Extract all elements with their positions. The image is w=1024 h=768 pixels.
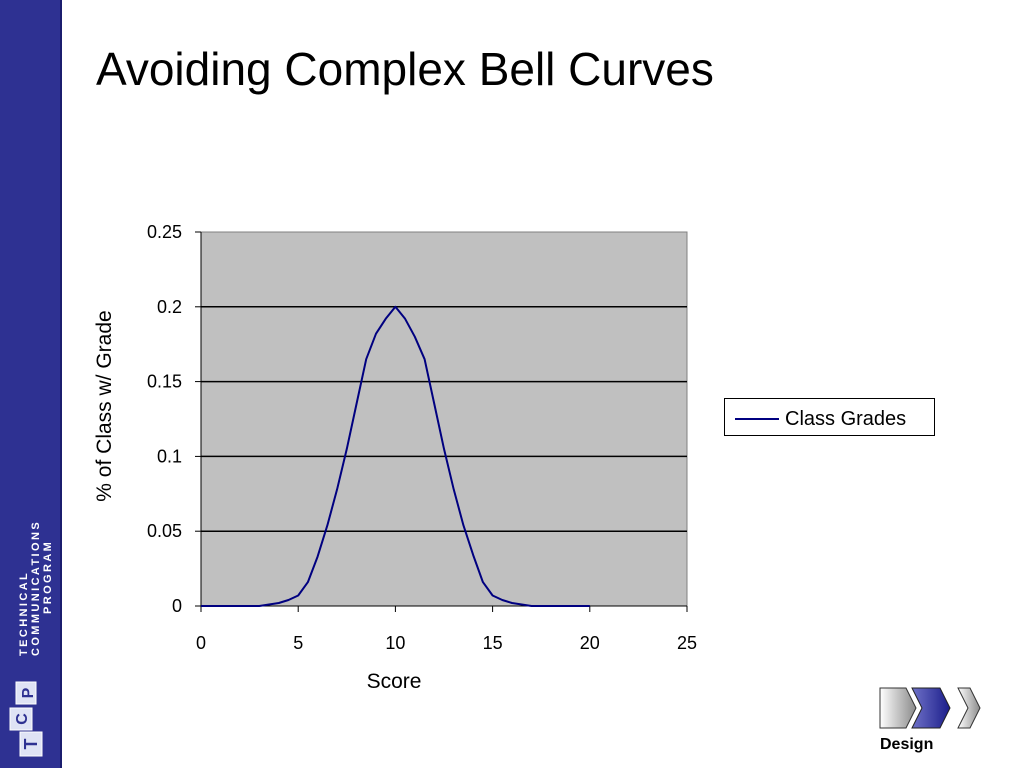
plot-area [200, 231, 688, 607]
slide-title: Avoiding Complex Bell Curves [96, 43, 714, 95]
process-nav [879, 687, 981, 729]
series-line-class-grades [201, 305, 590, 607]
x-tick-label-0: 0 [196, 633, 206, 653]
x-tick-label-3: 15 [483, 633, 503, 653]
nav-current-label: Design [880, 736, 934, 753]
tcp-logo-mark: P C T [9, 681, 43, 757]
y-tick-label-2: 0.1 [157, 446, 182, 466]
nav-step-current-icon[interactable] [911, 687, 951, 729]
svg-text:C: C [14, 713, 31, 725]
x-tick-label-5: 25 [677, 633, 697, 653]
tcp-logo: P C T [9, 681, 43, 757]
legend-swatch-class-grades [735, 418, 779, 420]
nav-step-next-icon[interactable] [957, 687, 981, 729]
chart-legend: Class Grades [724, 398, 935, 436]
y-tick-label-4: 0.2 [157, 297, 182, 317]
x-tick-label-1: 5 [293, 633, 303, 653]
svg-text:T: T [21, 739, 41, 750]
x-axis-title: Score [367, 670, 422, 693]
y-tick-label-0: 0 [172, 596, 182, 616]
legend-label-class-grades: Class Grades [785, 408, 907, 430]
y-tick-label-5: 0.25 [147, 222, 182, 242]
x-tick-label-2: 10 [385, 633, 405, 653]
x-tick-label-4: 20 [580, 633, 600, 653]
nav-step-previous-icon[interactable] [879, 687, 917, 729]
y-tick-label-1: 0.05 [147, 521, 182, 541]
sidebar: Technical Communications Program P C T [0, 0, 62, 768]
svg-text:P: P [20, 687, 37, 698]
y-tick-label-3: 0.15 [147, 372, 182, 392]
y-axis-title: % of Class w/ Grade [93, 310, 116, 501]
